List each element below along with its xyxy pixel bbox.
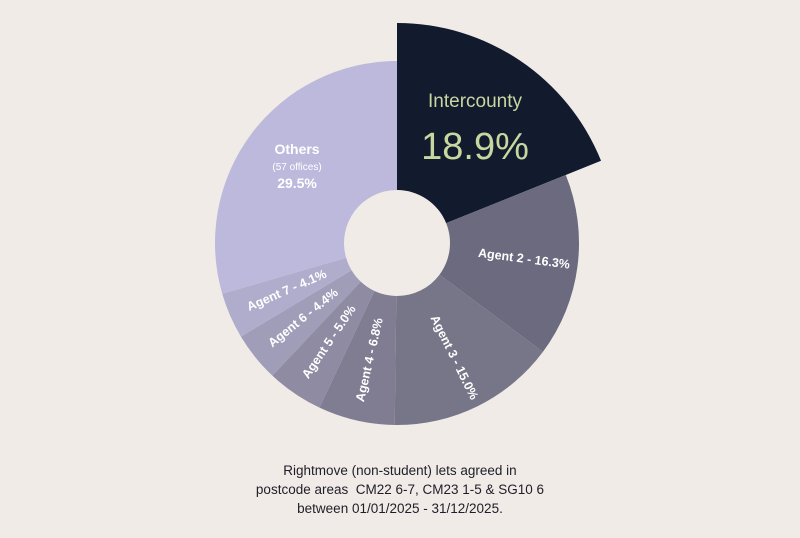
caption-line-1: Rightmove (non-student) lets agreed in (283, 463, 517, 478)
chart-caption: Rightmove (non-student) lets agreed in p… (150, 461, 650, 518)
label-intercounty: Intercounty (428, 91, 522, 112)
slice-agent-4 (319, 290, 397, 425)
slice-others (215, 61, 397, 294)
slice-agent-6 (240, 270, 361, 376)
label-others: Others (274, 141, 319, 157)
value-intercounty: 18.9% (421, 126, 529, 168)
slice-agent-3 (394, 274, 543, 425)
caption-line-2: postcode areas CM22 6-7, CM23 1-5 & SG10… (255, 482, 545, 497)
sublabel-others: (57 offices) (272, 162, 321, 173)
caption-line-3: between 01/01/2025 - 31/12/2025. (297, 501, 503, 516)
slice-agent-2 (439, 174, 579, 352)
slice-agent-5 (272, 281, 375, 408)
slice-intercounty (397, 23, 602, 224)
slice-agent-7 (222, 257, 352, 337)
value-others: 29.5% (277, 175, 317, 191)
